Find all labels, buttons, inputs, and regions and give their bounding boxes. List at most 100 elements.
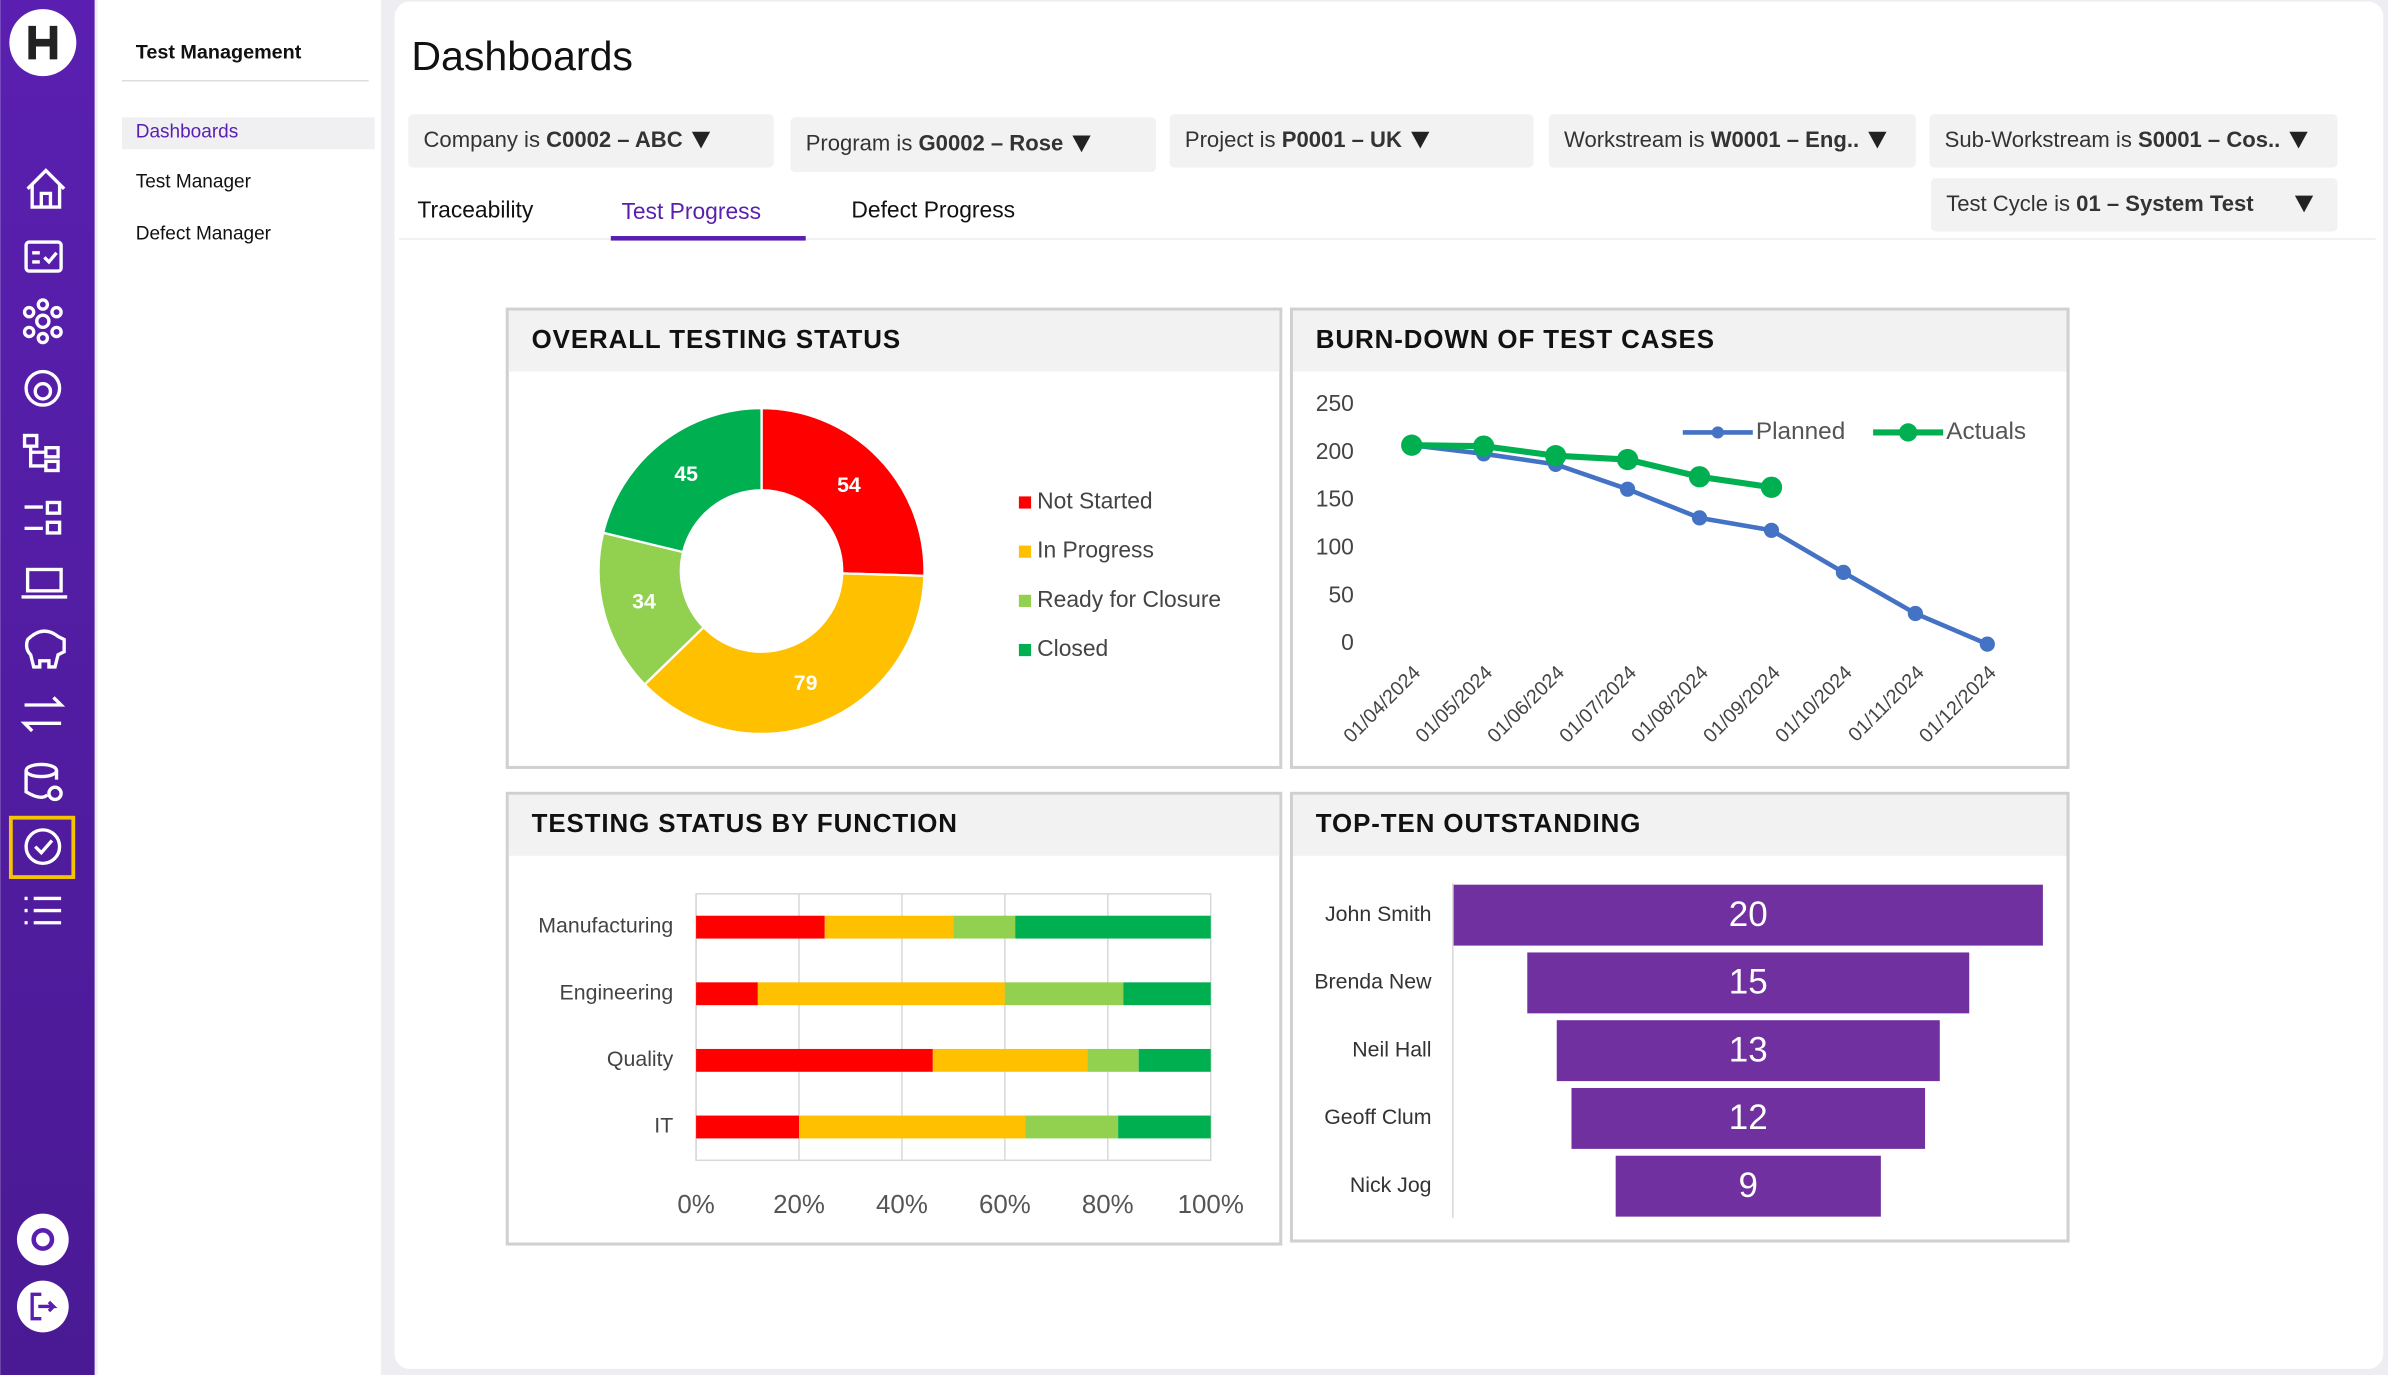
point <box>1835 564 1852 580</box>
bar-segment <box>696 1048 933 1072</box>
point <box>1616 448 1639 471</box>
bar <box>1527 952 1970 1014</box>
transfer-icon[interactable] <box>20 696 66 733</box>
data-label: 79 <box>794 671 818 695</box>
filter-text: Sub-Workstream is S0001 – Cos.. <box>1945 127 2281 152</box>
logout-icon <box>30 1292 58 1321</box>
filter-value: 01 – System Test <box>2076 191 2254 216</box>
chart-title: OVERALL TESTING STATUS <box>532 326 901 354</box>
bar-segment <box>1004 982 1124 1006</box>
nav-active-bg <box>122 117 375 150</box>
target-icon[interactable] <box>24 369 62 407</box>
tasks-icon[interactable] <box>24 240 63 273</box>
filter-value: G0002 – Rose <box>919 130 1064 155</box>
cycle-icon[interactable] <box>24 828 62 866</box>
point <box>1979 636 1995 652</box>
pie-slice <box>597 531 706 687</box>
data-label: 9 <box>1739 1166 1758 1205</box>
filter-dropdown[interactable] <box>408 114 774 168</box>
series-line <box>1411 442 1772 491</box>
legend-label: Ready for Closure <box>1037 586 1221 612</box>
sidebar-icons <box>20 168 68 925</box>
home-icon[interactable] <box>26 168 66 209</box>
x-tick-label: 100% <box>1178 1191 1244 1219</box>
filter-text: Program is G0002 – Rose <box>806 130 1064 155</box>
filter-label: Workstream is <box>1564 127 1705 152</box>
filter-text: Project is P0001 – UK <box>1185 127 1402 152</box>
bar-segment <box>1025 1115 1119 1139</box>
tab-active[interactable]: Test Progress <box>621 198 761 224</box>
dropdown-arrow <box>691 131 711 149</box>
legend-swatch <box>1018 643 1032 657</box>
point <box>1544 445 1567 467</box>
filter-dropdown[interactable] <box>1929 114 2338 168</box>
filter-label: Test Cycle is <box>1946 191 2070 216</box>
filter-dropdown[interactable] <box>1169 114 1534 168</box>
data-label: 54 <box>837 473 861 497</box>
filter-icon[interactable] <box>24 505 43 531</box>
legend-label: Closed <box>1037 635 1108 661</box>
filter-dropdown[interactable] <box>1548 114 1916 168</box>
filter-dropdown[interactable] <box>790 117 1156 173</box>
nav-title: Test Management <box>136 42 302 64</box>
legend-label: In Progress <box>1037 537 1154 563</box>
y-tick-label: Geoff Clum <box>1324 1105 1431 1129</box>
active-highlight <box>8 815 76 879</box>
charts: OVERALL TESTING STATUS 54 79 34 45 Not Starte… <box>505 307 2070 1246</box>
point <box>1691 510 1708 526</box>
data-label: 45 <box>674 462 698 486</box>
point <box>1619 481 1636 497</box>
chart-title: TESTING STATUS BY FUNCTION <box>532 810 958 838</box>
legend-marker <box>1899 423 1918 442</box>
laptop-icon[interactable] <box>25 567 63 593</box>
dropdown-arrow <box>2289 131 2308 149</box>
filter-text: Company is C0002 – ABC <box>424 127 683 152</box>
filter-label: Program is <box>806 130 913 155</box>
bar-segment <box>1123 982 1211 1006</box>
bar <box>1556 1020 1940 1082</box>
tab[interactable]: Defect Progress <box>851 197 1015 223</box>
nav-item[interactable]: Defect Manager <box>136 224 272 245</box>
y-tick-label: 250 <box>1316 390 1354 416</box>
filter-value: S0001 – Cos.. <box>2138 127 2280 152</box>
chart-panel <box>1289 307 2070 769</box>
dropdown-arrow <box>2294 195 2314 213</box>
chart-header <box>508 310 1280 372</box>
data-label: 34 <box>632 590 656 614</box>
bar <box>1453 884 2043 946</box>
chart-header <box>508 794 1280 856</box>
y-tick-label: John Smith <box>1325 902 1432 926</box>
nav-item[interactable]: Test Manager <box>136 172 252 193</box>
pie-slice <box>643 572 926 736</box>
piggy-icon[interactable] <box>24 629 66 669</box>
y-tick-label: Nick Jog <box>1350 1173 1432 1197</box>
tab[interactable]: Traceability <box>417 197 533 223</box>
point <box>1473 435 1495 457</box>
legend-swatch <box>1018 496 1032 509</box>
point <box>1763 522 1780 538</box>
filter-value: C0002 – ABC <box>546 127 683 152</box>
y-tick-label: Neil Hall <box>1352 1037 1431 1061</box>
nav-item[interactable]: Dashboards <box>136 122 239 143</box>
bar-segment <box>696 982 758 1006</box>
settings-button[interactable] <box>16 1213 69 1266</box>
x-tick-label: 80% <box>1082 1191 1134 1219</box>
filter-dropdown[interactable] <box>1930 178 2338 232</box>
bar <box>1571 1087 1926 1149</box>
pie-slice <box>601 406 763 554</box>
list-icon[interactable] <box>33 896 62 925</box>
filter-text: Test Cycle is 01 – System Test <box>1946 191 2254 216</box>
filter-value: P0001 – UK <box>1282 127 1402 152</box>
x-tick-label: 40% <box>876 1191 928 1219</box>
chart-header <box>1292 794 2067 856</box>
legend-label: Not Started <box>1037 488 1152 514</box>
legend-marker <box>1711 426 1724 439</box>
network-icon[interactable] <box>35 313 51 330</box>
logo-mark <box>28 25 58 60</box>
settings-icon <box>31 1228 55 1251</box>
bar-segment <box>932 1048 1088 1072</box>
x-tick-label: 0% <box>677 1191 714 1219</box>
nav-panel <box>97 0 381 1375</box>
chart-panel <box>505 791 1283 1246</box>
